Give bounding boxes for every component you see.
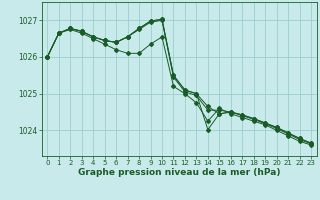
X-axis label: Graphe pression niveau de la mer (hPa): Graphe pression niveau de la mer (hPa) — [78, 168, 280, 177]
